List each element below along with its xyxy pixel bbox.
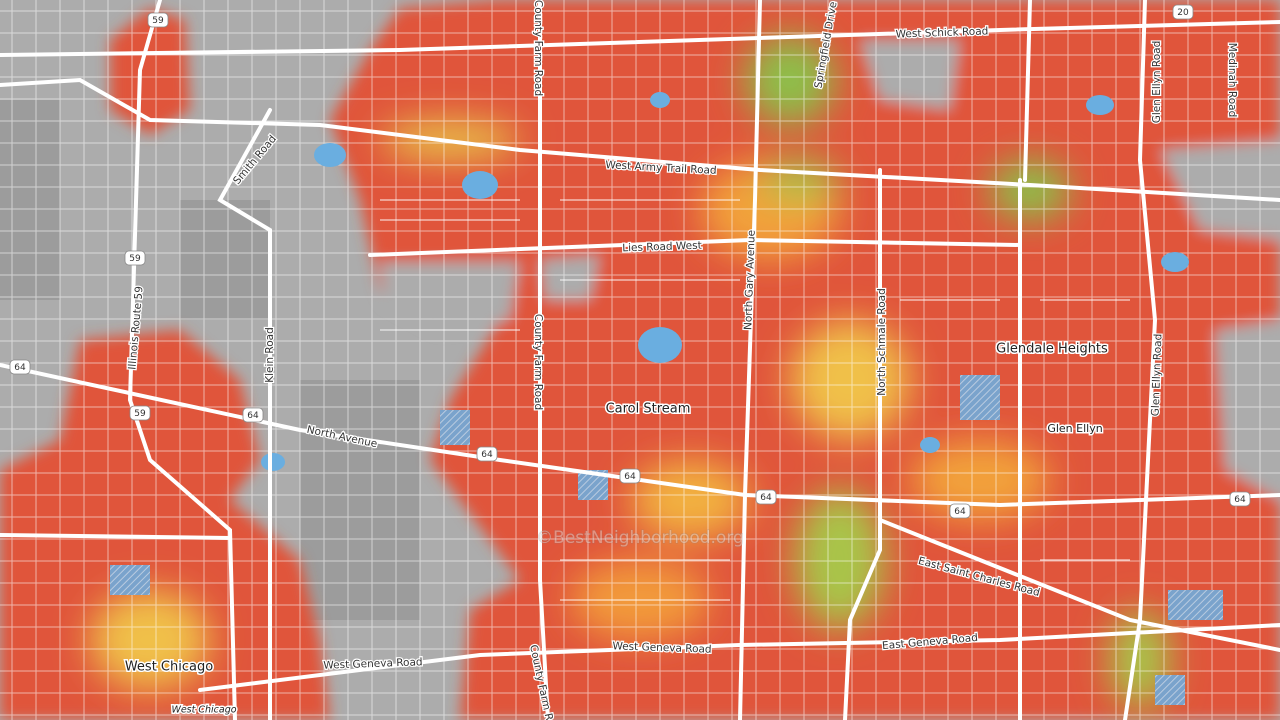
shield-badge [242, 407, 264, 423]
shield-badge [755, 489, 777, 505]
place-label: West Chicago [171, 705, 236, 716]
shield-number: 64 [954, 507, 966, 517]
place-label: Carol Stream [606, 402, 691, 417]
shield-number: 59 [129, 254, 141, 264]
road-label: Klein Road [264, 327, 276, 383]
shield-badge [1172, 4, 1194, 20]
route-shields: 59 59 59 20 64 64 64 64 64 64 64 [9, 4, 1251, 519]
route-shield: 64 [949, 503, 971, 519]
watermark: ©BestNeighborhood.org [536, 528, 744, 548]
route-shield: 64 [476, 446, 498, 462]
route-shield: 64 [9, 359, 31, 375]
shield-badge [619, 468, 641, 484]
place-label: Glendale Heights [996, 342, 1108, 357]
shield-number: 59 [152, 16, 164, 26]
route-shield: 20 [1172, 4, 1194, 20]
road-label: North Schmale Road [876, 288, 888, 396]
place-label: Glen Ellyn [1047, 422, 1102, 435]
road-label: County Farm Road [532, 314, 544, 410]
shield-badge [9, 359, 31, 375]
route-shield: 59 [147, 12, 169, 28]
road-label: Glen Ellyn Road [1151, 41, 1163, 124]
route-shield: 64 [755, 489, 777, 505]
shield-number: 64 [760, 493, 772, 503]
shield-badge [949, 503, 971, 519]
place-labels: Carol Stream Glendale Heights Glen Ellyn… [123, 340, 1109, 717]
shield-number: 59 [134, 409, 146, 419]
road-label: West Geneva Road [323, 656, 423, 671]
road-label: West Geneva Road [612, 640, 712, 655]
place-label: West Chicago [125, 660, 213, 675]
road-label: Lies Road West [622, 240, 702, 255]
route-shield: 64 [242, 407, 264, 423]
route-shield: 59 [124, 250, 146, 266]
shield-number: 20 [1177, 8, 1189, 18]
shield-badge [147, 12, 169, 28]
route-shield: 64 [619, 468, 641, 484]
shield-number: 64 [481, 450, 493, 460]
road-label: West Schick Road [895, 25, 988, 40]
shield-badge [124, 250, 146, 266]
road-label: County Farm Road [532, 0, 544, 96]
shield-badge [1229, 491, 1251, 507]
water [261, 92, 1189, 471]
route-shield: 64 [1229, 491, 1251, 507]
road-label: Medinah Road [1226, 43, 1238, 118]
road-label: Glen Ellyn Road [1150, 334, 1165, 417]
shield-number: 64 [624, 472, 636, 482]
shield-badge [129, 405, 151, 421]
shield-badge [476, 446, 498, 462]
shield-number: 64 [14, 363, 26, 373]
shield-number: 64 [247, 411, 259, 421]
route-shield: 59 [129, 405, 151, 421]
road-label: North Gary Avenue [742, 230, 757, 331]
shield-number: 64 [1234, 495, 1246, 505]
hatched-areas [110, 375, 1223, 705]
